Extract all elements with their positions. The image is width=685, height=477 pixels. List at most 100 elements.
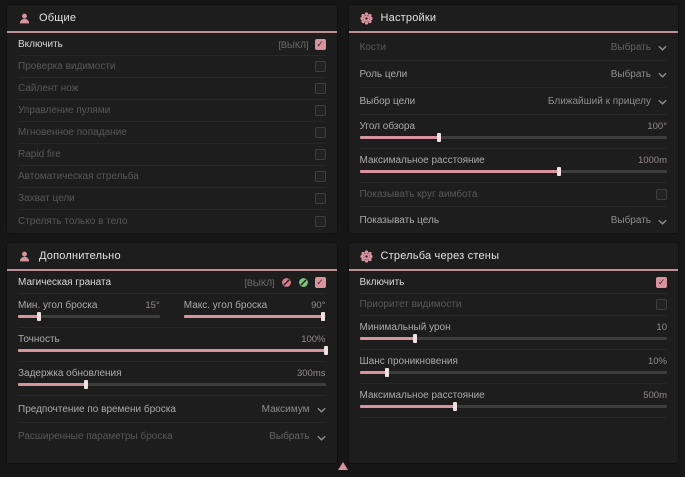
checkbox[interactable] [656,189,667,200]
slider-value: 90° [311,299,326,311]
toggle-label: Проверка видимости [18,61,116,72]
checkbox[interactable] [314,149,326,160]
dropdown-label: Кости [359,41,387,53]
dropdown-row-bones: Кости Выбрать [359,34,667,61]
slider-thumb[interactable] [437,133,442,142]
person-icon [18,12,31,25]
slider-label: Макс. угол броска [183,299,268,311]
chevron-down-icon [658,212,667,230]
toggle-label: Сайлент нож [18,83,79,94]
chevron-down-icon [658,38,667,56]
toggle-row-body-only[interactable]: Стрелять только в тело [18,210,326,232]
checkbox[interactable] [314,171,326,182]
panel-title: Стрельба через стены [380,250,500,262]
toggle-row-visibility-check[interactable]: Проверка видимости [18,56,326,78]
checkbox[interactable] [314,127,326,138]
slider-thumb[interactable] [320,312,325,321]
slider-track[interactable] [183,312,326,321]
panel-general-header: Общие [7,5,337,33]
slider-thumb[interactable] [385,368,390,377]
toggle-row-silent-knife[interactable]: Сайлент нож [18,78,326,100]
panel-title: Общие [39,12,77,24]
toggle-row-target-lock[interactable]: Захват цели [18,188,326,210]
slider-track[interactable] [18,380,326,389]
dropdown-value: Ближайший к прицелу [547,95,651,107]
dropdown-value: Выбрать [610,215,651,226]
dropdown[interactable]: Выбрать [269,428,326,446]
dropdown[interactable]: Ближайший к прицелу [548,92,667,110]
checkbox[interactable] [656,299,667,310]
panel-additional: Дополнительно Магическая граната [ВЫКЛ] [7,243,337,463]
toggle-label: Стрелять только в тело [18,215,128,227]
slider-thumb[interactable] [323,346,328,355]
dropdown-row-target-role: Роль цели Выбрать [359,61,667,88]
slider-value: 100° [647,120,667,132]
toggle-row-enable[interactable]: Включить [359,272,667,294]
panel-general: Общие Включить [ВЫКЛ] Проверка видимости… [7,5,337,233]
panel-wallbang: Стрельба через стены Включить Приоритет … [348,243,678,463]
slider-track[interactable] [359,334,667,343]
slider-value: 100% [301,333,326,345]
slider-row-max-distance: Максимальное расстояние 500m [359,384,667,418]
slider-label: Максимальное расстояние [359,154,485,166]
scroll-indicator-icon[interactable] [337,457,348,475]
slider-row-min-throw-angle: Мин. угол броска 15° [18,294,160,327]
slider-value: 15° [145,299,160,311]
toggle-label: Мгновенное попадание [18,127,127,138]
toggle-label: Приоритет видимости [359,299,462,310]
checkbox[interactable] [314,105,326,116]
chevron-down-icon [658,92,667,110]
slider-track[interactable] [18,312,160,321]
slider-thumb[interactable] [83,380,88,389]
person-icon [18,250,31,263]
toggle-label: Показывать круг аимбота [359,189,478,200]
checkbox[interactable] [314,215,326,227]
dropdown[interactable]: Выбрать [611,212,667,230]
checkbox[interactable] [314,277,326,288]
gear-icon [359,11,373,25]
slider-label: Мин. угол броска [18,299,98,311]
checkbox[interactable] [314,61,326,72]
checkbox[interactable] [656,277,667,288]
dropdown[interactable]: Выбрать [611,65,667,83]
toggle-label: Включить [359,277,405,288]
dropdown-row-advanced-throw: Расширенные параметры броска Выбрать [18,423,326,450]
slider-value: 500m [643,389,667,401]
panel-title: Дополнительно [39,250,121,262]
hotkey-badge[interactable]: [ВЫКЛ] [244,277,275,288]
dropdown-label: Выбор цели [359,95,416,107]
slashed-circle-green-icon[interactable] [298,277,309,288]
toggle-label: Захват цели [18,193,75,204]
slider-thumb[interactable] [37,312,42,321]
dropdown[interactable]: Максимум [262,400,326,418]
toggle-row-enable[interactable]: Включить [ВЫКЛ] [18,34,326,56]
toggle-row-auto-fire[interactable]: Автоматическая стрельба [18,166,326,188]
toggle-row-instant-hit[interactable]: Мгновенное попадание [18,122,326,144]
slider-row-update-delay: Задержка обновления 300ms [18,362,326,396]
slider-track[interactable] [359,167,667,176]
slider-thumb[interactable] [557,167,562,176]
slider-thumb[interactable] [412,334,417,343]
chevron-down-icon [316,400,326,418]
slider-track[interactable] [359,402,667,411]
slider-track[interactable] [18,346,328,355]
dropdown-label: Роль цели [359,68,408,80]
toggle-row-show-circle[interactable]: Показывать круг аимбота [359,183,667,207]
toggle-row-rapid-fire[interactable]: Rapid fire [18,144,326,166]
slider-track[interactable] [359,133,667,142]
slider-row-penetration-chance: Шанс проникновения 10% [359,350,667,384]
chevron-down-icon [658,65,667,83]
slider-thumb[interactable] [452,402,457,411]
toggle-row-magic-grenade[interactable]: Магическая граната [ВЫКЛ] [18,272,326,294]
dropdown[interactable]: Выбрать [611,38,667,56]
slider-label: Точность [18,333,60,345]
hotkey-badge[interactable]: [ВЫКЛ] [278,39,309,50]
slashed-circle-pink-icon[interactable] [281,277,292,288]
checkbox[interactable] [314,193,326,204]
checkbox[interactable] [314,39,326,50]
checkbox[interactable] [314,83,326,94]
toggle-row-visibility-priority[interactable]: Приоритет видимости [359,294,667,316]
toggle-row-bullet-control[interactable]: Управление пулями [18,100,326,122]
slider-track[interactable] [359,368,667,377]
